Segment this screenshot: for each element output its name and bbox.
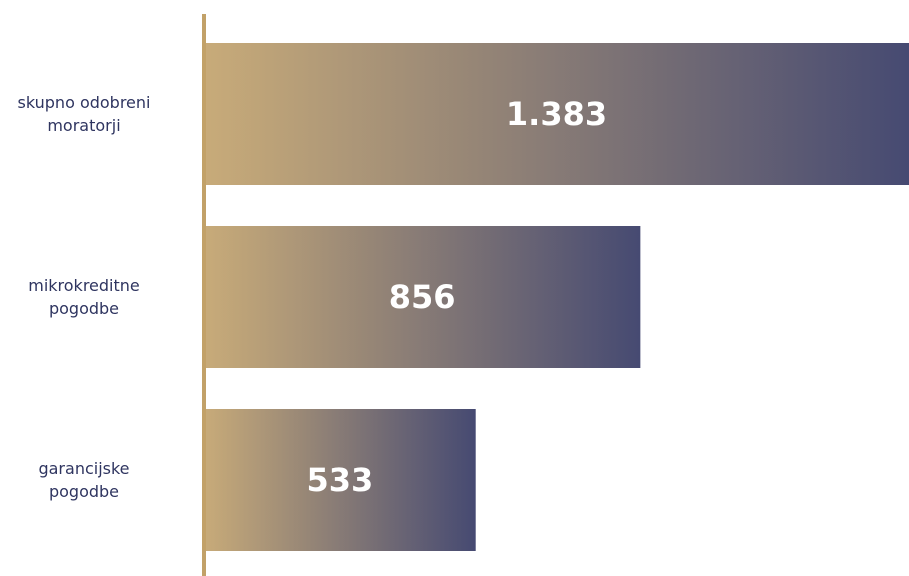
category-labels-group: skupno odobreni moratorji mikrokreditne pog… (18, 93, 151, 501)
bar-2 (204, 409, 476, 551)
bar-0 (204, 43, 909, 185)
bar-value-label-0: 1.383 (506, 95, 607, 133)
category-label-line: pogodbe (49, 482, 119, 501)
category-label-line: pogodbe (49, 299, 119, 318)
bar-value-label-2: 533 (306, 461, 373, 499)
category-label-2: garancijske pogodbe (38, 459, 129, 501)
bar-1 (204, 226, 641, 368)
category-label-line: mikrokreditne (28, 276, 140, 295)
category-label-line: moratorji (47, 116, 120, 135)
category-label-1: mikrokreditne pogodbe (28, 276, 140, 318)
category-label-0: skupno odobreni moratorji (18, 93, 151, 135)
category-label-line: garancijske (38, 459, 129, 478)
bar-value-label-1: 856 (389, 278, 456, 316)
category-label-line: skupno odobreni (18, 93, 151, 112)
bars-group: 1.383 856 533 (204, 43, 909, 551)
